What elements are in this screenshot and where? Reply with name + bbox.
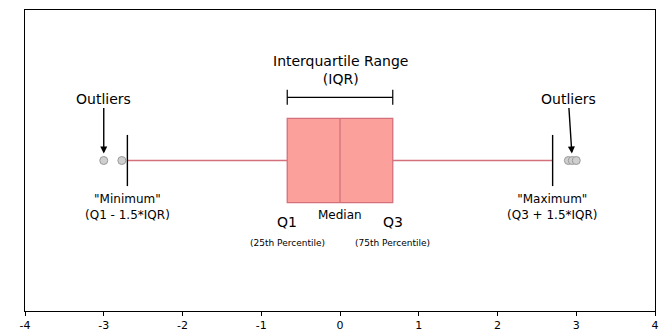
svg-text:Q1: Q1 <box>277 214 297 230</box>
svg-text:0: 0 <box>337 319 344 332</box>
svg-text:"Minimum"(Q1 - 1.5*IQR): "Minimum"(Q1 - 1.5*IQR) <box>85 192 170 222</box>
svg-text:Interquartile Range(IQR): Interquartile Range(IQR) <box>273 53 408 87</box>
svg-text:2: 2 <box>494 319 501 332</box>
svg-text:4: 4 <box>652 319 659 332</box>
svg-text:-3: -3 <box>98 319 109 332</box>
svg-text:(75th Percentile): (75th Percentile) <box>355 238 430 248</box>
svg-text:1: 1 <box>415 319 422 332</box>
svg-text:Q3: Q3 <box>383 214 403 230</box>
svg-text:3: 3 <box>573 319 580 332</box>
svg-text:Outliers: Outliers <box>541 91 596 107</box>
svg-text:Outliers: Outliers <box>76 91 131 107</box>
svg-text:-1: -1 <box>256 319 267 332</box>
svg-text:-2: -2 <box>177 319 188 332</box>
svg-text:Median: Median <box>318 208 362 222</box>
svg-text:"Maximum"(Q3 + 1.5*IQR): "Maximum"(Q3 + 1.5*IQR) <box>507 192 598 222</box>
svg-text:(25th Percentile): (25th Percentile) <box>250 238 325 248</box>
svg-text:-4: -4 <box>20 319 31 332</box>
